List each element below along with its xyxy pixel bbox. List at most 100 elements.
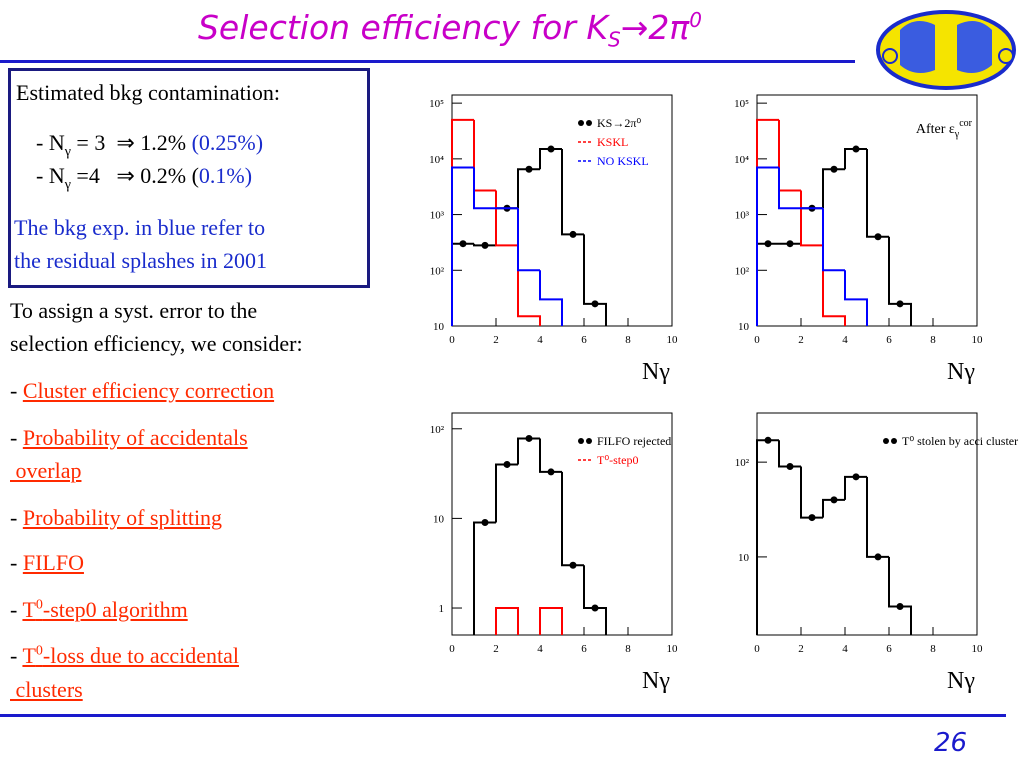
link[interactable]: Cluster efficiency correction: [22, 378, 275, 403]
data-point: [896, 602, 904, 610]
list-item: - Cluster efficiency correction: [10, 378, 274, 404]
y-tick-label: 10: [738, 552, 750, 564]
y-tick-label: 10⁵: [734, 98, 749, 110]
data-point: [481, 519, 489, 527]
data-point: [852, 145, 860, 153]
footer-rule: [0, 714, 1006, 717]
x-tick-label: 10: [972, 643, 984, 655]
histogram-bin: [473, 167, 496, 210]
data-point: [525, 165, 533, 173]
x-tick-label: 2: [798, 643, 804, 655]
y-tick-label: 10: [433, 321, 445, 333]
text: γ: [64, 177, 71, 193]
data-point: [547, 468, 555, 476]
link[interactable]: overlap: [10, 458, 82, 483]
data-point: [569, 561, 577, 569]
histogram-bin: [561, 149, 584, 236]
data-point: [459, 240, 467, 248]
legend-label: NO KSKL: [597, 154, 649, 168]
list-item: - T0-loss due to accidental: [10, 643, 239, 669]
histogram-bin: [539, 148, 562, 170]
legend-symbol: [578, 120, 584, 126]
x-tick-label: 4: [842, 334, 848, 346]
y-tick-label: 10³: [735, 210, 750, 222]
histogram-bin: [822, 208, 845, 272]
histogram-bin: [583, 234, 607, 326]
list-item: - FILFO: [10, 550, 84, 576]
data-point: [525, 434, 533, 442]
text: - N: [36, 163, 65, 188]
histogram-bin: [517, 208, 540, 272]
x-tick-label: 2: [493, 334, 499, 346]
x-axis-label: Nγ: [642, 359, 670, 385]
legend-label: KSKL: [597, 135, 628, 149]
y-tick-label: 10²: [735, 457, 750, 469]
x-tick-label: 8: [930, 643, 936, 655]
data-point: [569, 230, 577, 238]
histogram-bin: [539, 270, 563, 326]
link[interactable]: Probability of splitting: [22, 505, 223, 530]
x-tick-label: 6: [886, 334, 892, 346]
bullet: -: [10, 643, 23, 668]
histogram-bin: [800, 466, 823, 519]
text: 0.1%): [198, 163, 253, 188]
data-point: [830, 165, 838, 173]
data-point: [503, 460, 511, 468]
histogram-bin: [844, 270, 868, 326]
link[interactable]: T0-step0 algorithm: [22, 597, 187, 622]
histogram-bin: [800, 190, 823, 247]
histogram-bin: [888, 556, 912, 635]
data-point: [874, 233, 882, 241]
y-tick-label: 10²: [735, 265, 750, 277]
histogram-bin: [495, 607, 519, 635]
data-point: [481, 241, 489, 249]
summary-box: [8, 68, 370, 288]
link[interactable]: Probability of accidentals: [22, 425, 248, 450]
link[interactable]: FILFO: [22, 550, 84, 575]
histogram-bin: [800, 207, 823, 244]
x-tick-label: 4: [537, 643, 543, 655]
histogram-bin: [888, 236, 912, 326]
histogram-bin: [778, 440, 801, 468]
data-point: [764, 436, 772, 444]
y-tick-label: 10³: [430, 210, 445, 222]
text: =4 ⇒ 0.2% (: [70, 163, 199, 188]
histogram-bin: [756, 242, 779, 326]
x-tick-label: 8: [930, 334, 936, 346]
histogram-bin: [561, 471, 584, 567]
legend-symbol: [586, 120, 592, 126]
histogram-bin: [517, 245, 541, 326]
x-axis-label: Nγ: [947, 668, 975, 694]
histogram-bin: [495, 190, 518, 247]
link[interactable]: clusters: [10, 677, 83, 702]
data-point: [786, 240, 794, 248]
x-tick-label: 2: [493, 643, 499, 655]
x-tick-label: 10: [667, 334, 679, 346]
histogram-bin: [539, 607, 563, 635]
y-tick-label: 10²: [430, 265, 445, 277]
data-point: [591, 604, 599, 612]
list-item: - Probability of splitting: [10, 505, 222, 531]
histogram-bin: [822, 168, 845, 209]
link[interactable]: T0-loss due to accidental: [22, 643, 239, 668]
histogram-bin: [822, 498, 845, 518]
histogram-bin: [539, 438, 562, 473]
histogram-bin: [473, 119, 496, 192]
title-rule: [0, 60, 855, 63]
annotation-sub: γ: [954, 129, 960, 140]
text: 0: [35, 643, 43, 659]
text: -step0 algorithm: [42, 597, 188, 622]
histogram-bin: [473, 521, 496, 635]
bullet: -: [10, 597, 23, 622]
title-sup: 0: [689, 8, 702, 32]
box-line: - Nγ =4 ⇒ 0.2% (0.1%): [36, 163, 252, 193]
text: -loss due to accidental: [42, 643, 239, 668]
text: 0: [35, 597, 43, 613]
y-tick-label: 10⁵: [429, 98, 444, 110]
title-sub: S: [608, 27, 621, 52]
histogram-bin: [778, 167, 801, 210]
bullet: -: [10, 425, 23, 450]
histogram-bin: [495, 207, 518, 246]
legend-symbol: [883, 438, 889, 444]
